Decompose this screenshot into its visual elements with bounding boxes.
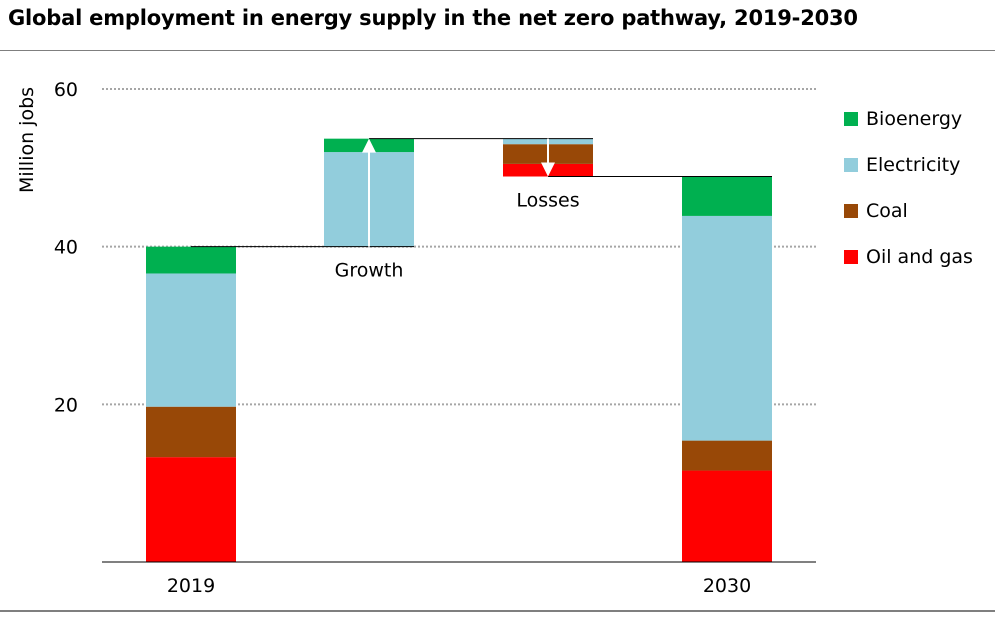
y-tick-label: 40	[54, 237, 78, 259]
legend-label: Bioenergy	[866, 108, 963, 130]
bar-segment-2019-bioenergy	[146, 246, 236, 274]
connector-lines	[191, 138, 772, 248]
y-tick-label: 20	[54, 394, 78, 416]
legend: Bioenergy Electricity Coal Oil and gas	[844, 96, 973, 280]
x-tick-label: 2030	[703, 575, 751, 597]
x-tick-label: 2019	[167, 575, 215, 597]
legend-swatch	[844, 158, 858, 172]
legend-swatch	[844, 204, 858, 218]
bar-segment-2019-oil-and-gas	[146, 457, 236, 562]
page-title: Global employment in energy supply in th…	[8, 6, 858, 30]
annotation-growth: Growth	[335, 260, 404, 282]
chart-labels: 20 40 60 Million jobs 2019 2030 Growth Losses	[16, 79, 751, 597]
annotation-losses: Losses	[516, 190, 579, 212]
losses-arrow-head	[541, 162, 555, 177]
legend-item-electricity: Electricity	[844, 142, 973, 188]
bottom-divider	[0, 610, 995, 612]
legend-label: Coal	[866, 200, 908, 222]
gridlines	[102, 88, 816, 406]
legend-label: Oil and gas	[866, 246, 973, 268]
change-arrows	[362, 138, 555, 247]
bars	[146, 138, 772, 562]
bar-segment-2030-oil-and-gas	[682, 470, 772, 562]
bar-segment-2030-coal	[682, 440, 772, 471]
growth-arrow-head	[362, 138, 376, 153]
legend-label: Electricity	[866, 154, 961, 176]
legend-item-coal: Coal	[844, 188, 973, 234]
legend-item-oil-and-gas: Oil and gas	[844, 234, 973, 280]
bar-segment-2030-bioenergy	[682, 176, 772, 216]
legend-swatch	[844, 250, 858, 264]
bar-segment-2019-coal	[146, 406, 236, 458]
title-divider	[0, 50, 995, 51]
bar-segment-2019-electricity	[146, 273, 236, 407]
legend-item-bioenergy: Bioenergy	[844, 96, 973, 142]
bar-segment-2030-electricity	[682, 215, 772, 441]
y-tick-label: 60	[54, 79, 78, 101]
y-axis-label: Million jobs	[16, 87, 38, 193]
legend-swatch	[844, 112, 858, 126]
